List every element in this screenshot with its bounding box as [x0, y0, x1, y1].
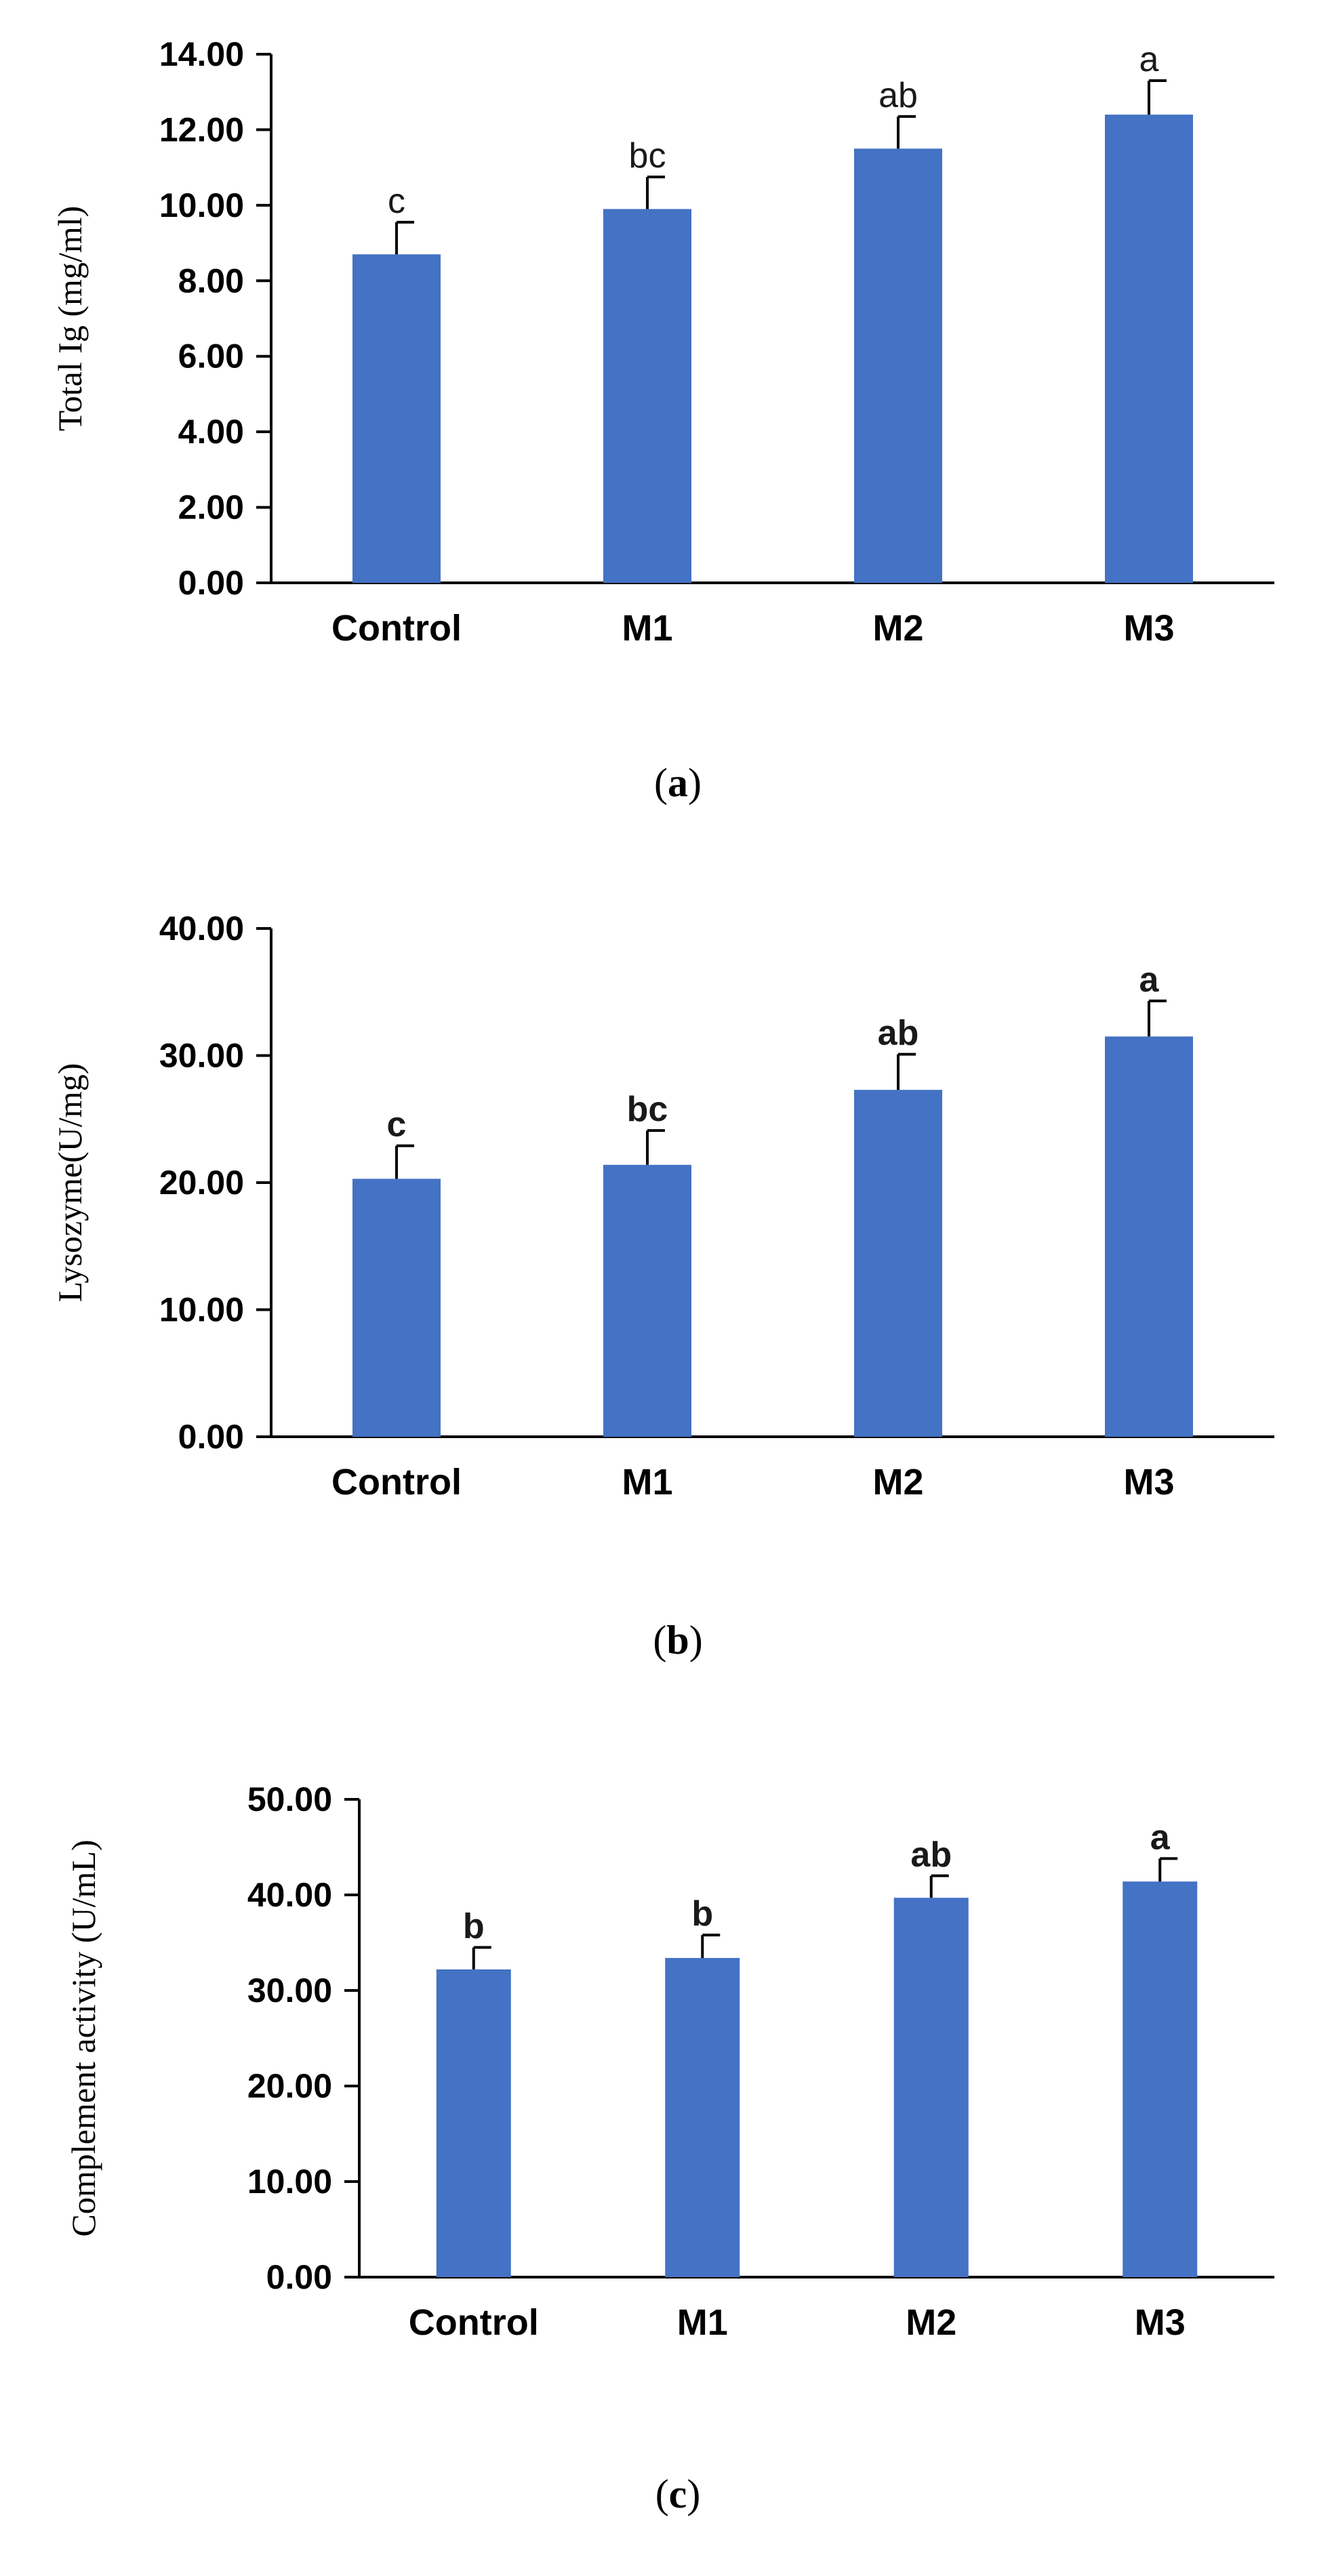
- error-bar: [701, 1934, 721, 1959]
- bar: [436, 1969, 511, 2277]
- significance-letter: c: [387, 1105, 407, 1145]
- y-axis-title: Lysozyme(U/mg): [51, 1063, 89, 1303]
- significance-letter: a: [1150, 1818, 1171, 1857]
- x-tick-label: M2: [872, 608, 923, 649]
- x-tick-label: M1: [677, 2302, 728, 2343]
- y-tick-label: 40.00: [159, 909, 244, 947]
- x-tick-label: M1: [622, 608, 672, 649]
- y-tick-label: 40.00: [247, 1876, 332, 1914]
- x-tick-label: M3: [1135, 2302, 1186, 2343]
- x-tick-label: M2: [872, 1462, 923, 1502]
- error-bar: [1158, 1857, 1178, 1882]
- y-tick-label: 30.00: [247, 1971, 332, 2009]
- y-tick-label: 10.00: [159, 1291, 244, 1329]
- x-tick-label: Control: [409, 2302, 539, 2343]
- significance-letter: b: [463, 1907, 485, 1946]
- chart-panel: 0.00 10.00 20.00 30.00 40.00 Lysozyme(U/mg) c C…: [51, 909, 1274, 1662]
- bar: [893, 1898, 969, 2277]
- y-tick-label: 2.00: [178, 489, 244, 527]
- significance-letter: a: [1139, 40, 1159, 79]
- chart-panel: 0.00 10.00 20.00 30.00 40.00 50.00 Complement …: [64, 1780, 1274, 2516]
- y-axis-title: Total Ig (mg/ml): [51, 206, 89, 432]
- bar: [1105, 1036, 1193, 1437]
- bar: [1123, 1881, 1198, 2277]
- significance-letter: ab: [878, 76, 918, 115]
- y-axis-title: Complement activity (U/mL): [64, 1840, 102, 2237]
- bar: [854, 148, 942, 584]
- bar: [603, 209, 691, 583]
- bar: [1105, 115, 1193, 584]
- significance-letter: bc: [627, 1090, 668, 1129]
- significance-letter: c: [388, 182, 405, 221]
- chart-panel: 0.00 2.00 4.00 6.00 8.00 10.00 12.00 14.00 Total…: [51, 35, 1274, 805]
- panel-caption: (b): [653, 1618, 702, 1662]
- significance-letter: ab: [910, 1835, 952, 1875]
- x-tick-label: M3: [1123, 608, 1174, 649]
- y-tick-label: 8.00: [178, 262, 244, 300]
- error-bar: [646, 1129, 665, 1165]
- significance-letter: bc: [629, 136, 666, 176]
- x-tick-label: M3: [1123, 1462, 1174, 1502]
- y-tick-label: 12.00: [159, 110, 244, 148]
- significance-letter: a: [1139, 960, 1160, 1000]
- x-tick-label: Control: [331, 1462, 462, 1502]
- error-bar: [1148, 79, 1167, 115]
- significance-letter: b: [691, 1894, 713, 1934]
- y-tick-label: 20.00: [247, 2067, 332, 2105]
- y-tick-label: 10.00: [159, 186, 244, 224]
- y-tick-label: 0.00: [178, 564, 244, 602]
- panel-caption: (c): [655, 2472, 701, 2516]
- error-bar: [897, 115, 916, 149]
- bar: [352, 254, 441, 583]
- panel-caption: (a): [654, 760, 702, 805]
- bar: [854, 1090, 942, 1437]
- y-tick-label: 30.00: [159, 1037, 244, 1075]
- error-bar: [472, 1946, 491, 1969]
- bar: [665, 1958, 740, 2277]
- bar: [603, 1164, 691, 1437]
- x-tick-label: Control: [331, 608, 462, 649]
- y-tick-label: 20.00: [159, 1164, 244, 1202]
- y-tick-label: 0.00: [266, 2258, 332, 2296]
- error-bar: [646, 176, 665, 209]
- y-tick-label: 6.00: [178, 338, 244, 375]
- x-tick-label: M2: [906, 2302, 956, 2343]
- error-bar: [897, 1052, 916, 1090]
- error-bar: [929, 1874, 949, 1898]
- error-bar: [1148, 999, 1167, 1037]
- y-tick-label: 10.00: [247, 2163, 332, 2201]
- y-tick-label: 0.00: [178, 1418, 244, 1456]
- error-bar: [395, 220, 414, 255]
- error-bar: [395, 1144, 414, 1179]
- y-tick-label: 50.00: [247, 1780, 332, 1818]
- x-tick-label: M1: [622, 1462, 672, 1502]
- significance-letter: ab: [878, 1014, 919, 1053]
- bar: [352, 1179, 441, 1437]
- y-tick-label: 4.00: [178, 413, 244, 451]
- y-tick-label: 14.00: [159, 35, 244, 73]
